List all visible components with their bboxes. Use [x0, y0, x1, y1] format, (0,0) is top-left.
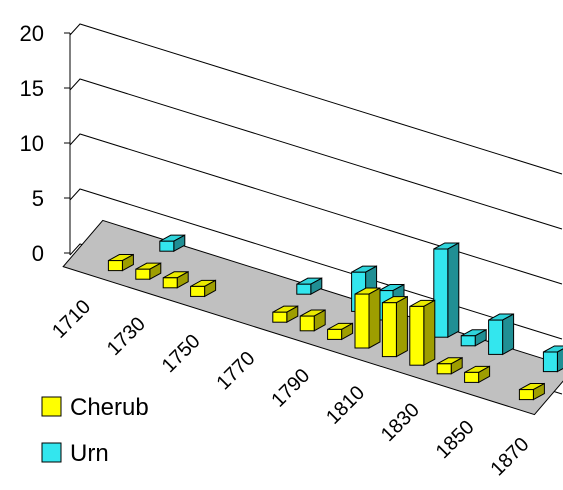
- x-tick-label: 1850: [432, 416, 479, 463]
- bar-cherub-1740: [162, 270, 189, 289]
- x-tick-label: 1830: [377, 399, 424, 446]
- y-axis: 0 5 10 15 20: [20, 21, 71, 266]
- bar-cherub-1820: [381, 295, 408, 358]
- y-tick-label: 15: [20, 76, 44, 101]
- bar-cherub-1800: [327, 322, 354, 341]
- x-tick-label: 1730: [103, 313, 150, 360]
- legend-swatch-urn: [41, 442, 62, 463]
- bar-cherub-1870: [518, 382, 545, 401]
- bar-cherub-1780: [272, 305, 299, 324]
- y-tick-label: 10: [20, 131, 44, 156]
- bar-urn-1830: [433, 242, 460, 339]
- gridline: [69, 133, 563, 285]
- x-tick-label: 1750: [158, 330, 205, 377]
- bar-cherub-1750: [190, 279, 217, 298]
- x-tick-label: 1710: [48, 296, 95, 343]
- y-tick-label: 5: [32, 186, 44, 211]
- bar-urn-1850: [488, 313, 515, 356]
- bar-urn-1870: [542, 345, 563, 373]
- bars: [107, 234, 563, 401]
- x-tick-label: 1870: [487, 433, 534, 480]
- bar-cherub-1730: [135, 262, 162, 281]
- bar-urn-1730: [159, 234, 186, 253]
- x-tick-label: 1770: [213, 347, 260, 394]
- bar-cherub-1790: [299, 309, 326, 332]
- bar-cherub-1840: [436, 356, 463, 375]
- x-tick-label: 1790: [267, 365, 314, 412]
- chart-walls: [62, 23, 563, 416]
- bar-cherub-1830: [409, 299, 436, 367]
- gridline: [69, 23, 563, 175]
- legend: Cherub Urn: [41, 394, 149, 467]
- y-tick-label: 0: [32, 241, 44, 266]
- y-tick-label: 20: [20, 21, 44, 46]
- bar-urn-1780: [296, 277, 323, 296]
- legend-label-cherub: Cherub: [70, 394, 149, 421]
- bar-cherub-1810: [354, 287, 381, 349]
- x-tick-label: 1810: [322, 382, 369, 429]
- bar-cherub-1720: [107, 253, 134, 272]
- bar-urn-1840: [460, 328, 487, 347]
- gridline: [69, 78, 563, 230]
- bar-cherub-1850: [464, 365, 491, 384]
- legend-label-urn: Urn: [70, 440, 109, 467]
- legend-swatch-cherub: [41, 396, 62, 417]
